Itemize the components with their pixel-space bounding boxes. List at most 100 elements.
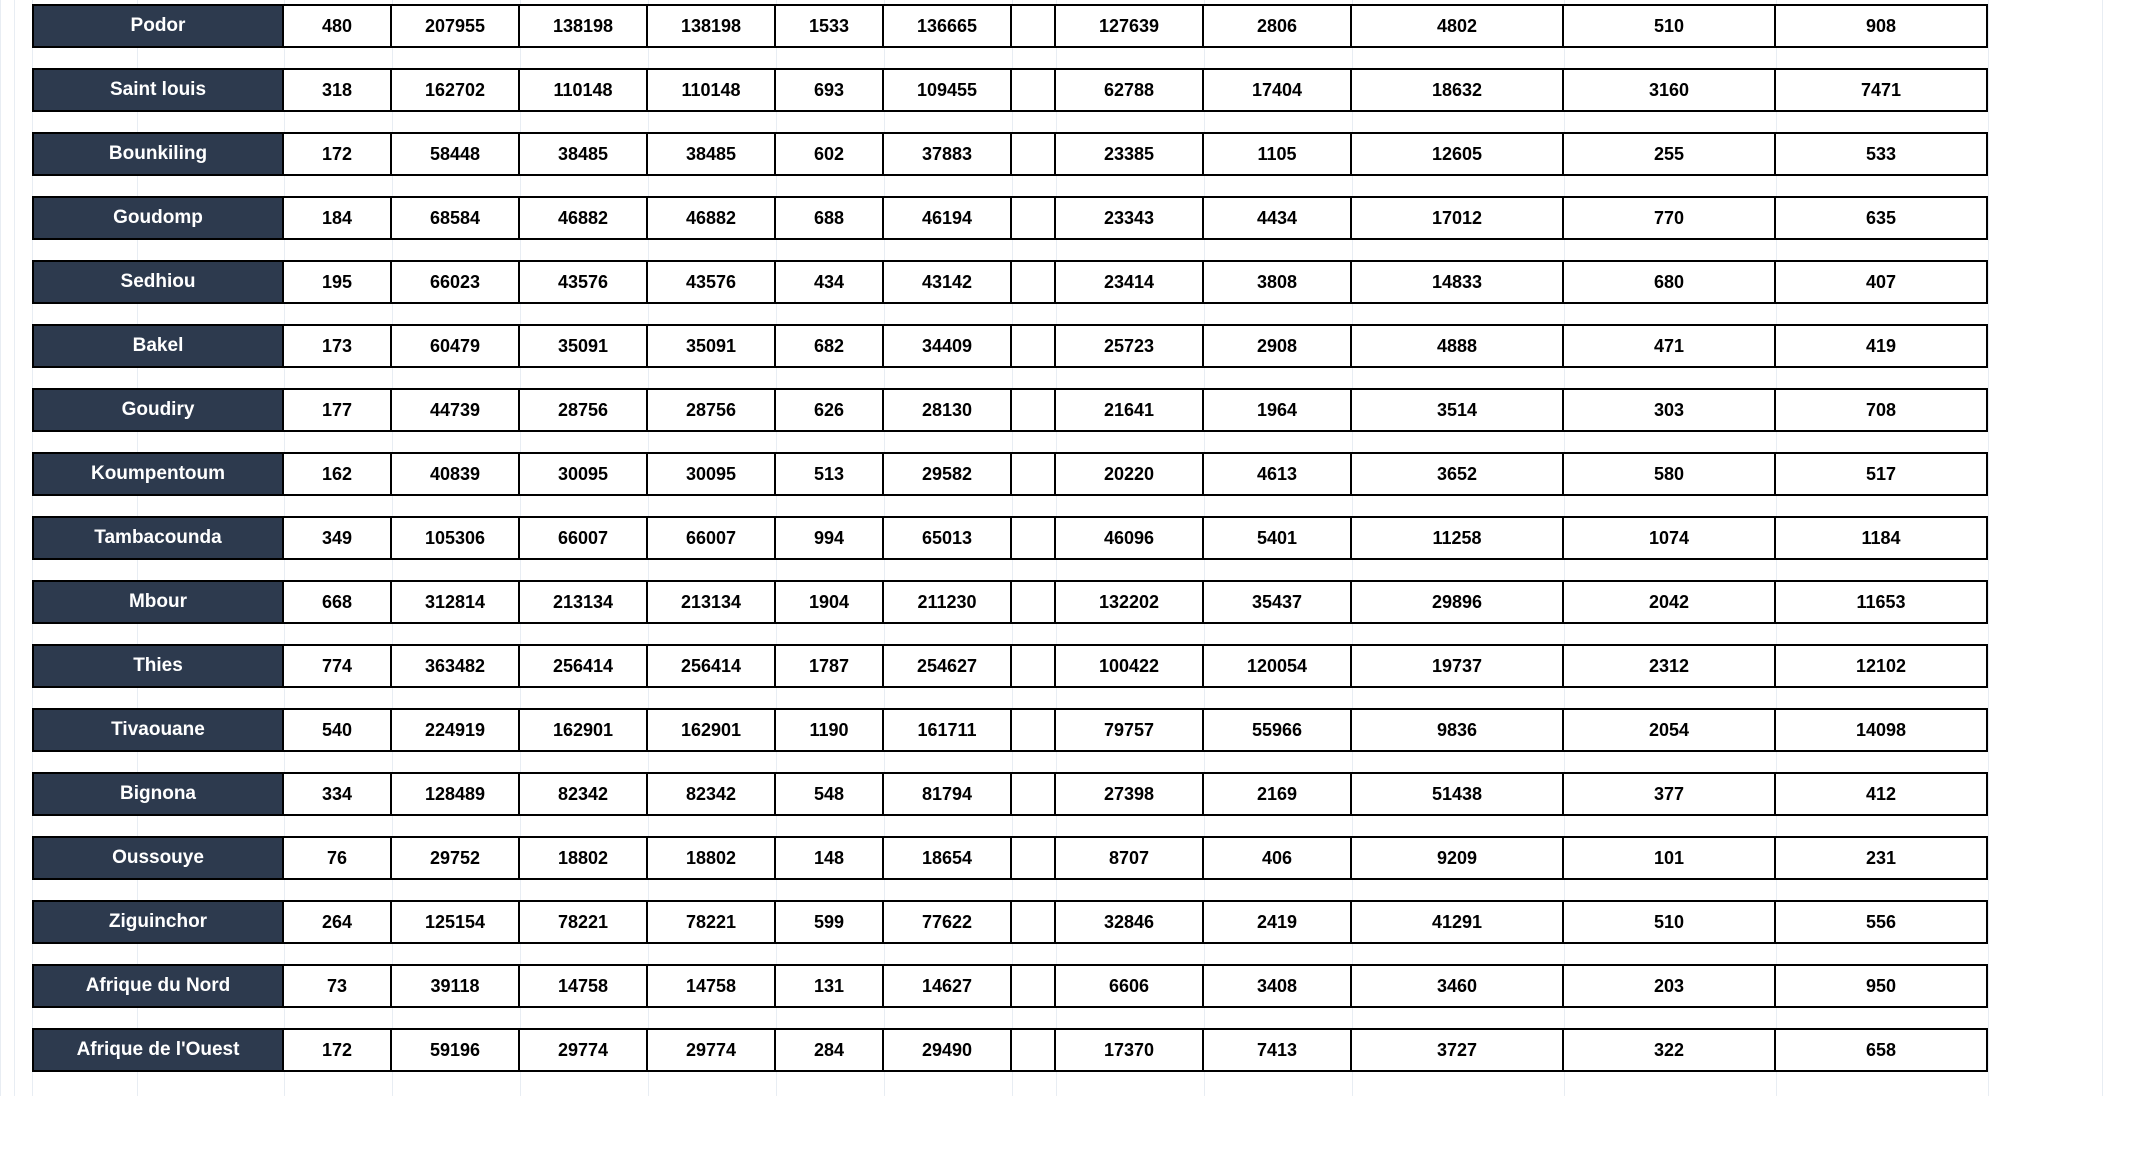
value-cell: 770 [1564, 196, 1776, 240]
value-cell: 1190 [776, 708, 884, 752]
empty-cell [1012, 324, 1056, 368]
value-cell: 322 [1564, 1028, 1776, 1072]
value-cell: 950 [1776, 964, 1988, 1008]
value-cell: 626 [776, 388, 884, 432]
value-cell: 17370 [1056, 1028, 1204, 1072]
value-cell: 127639 [1056, 4, 1204, 48]
value-cell: 29774 [520, 1028, 648, 1072]
value-cell: 77622 [884, 900, 1012, 944]
empty-cell [1012, 132, 1056, 176]
value-cell: 480 [284, 4, 392, 48]
value-cell: 3652 [1352, 452, 1564, 496]
value-cell: 68584 [392, 196, 520, 240]
value-cell: 27398 [1056, 772, 1204, 816]
value-cell: 37883 [884, 132, 1012, 176]
value-cell: 303 [1564, 388, 1776, 432]
value-cell: 162901 [648, 708, 776, 752]
value-cell: 46882 [520, 196, 648, 240]
value-cell: 7413 [1204, 1028, 1352, 1072]
value-cell: 407 [1776, 260, 1988, 304]
empty-cell [1012, 1028, 1056, 1072]
row-label: Ziguinchor [32, 900, 284, 944]
value-cell: 184 [284, 196, 392, 240]
value-cell: 264 [284, 900, 392, 944]
value-cell: 12102 [1776, 644, 1988, 688]
value-cell: 30095 [520, 452, 648, 496]
table-row: Sedhiou195660234357643576434431422341438… [32, 260, 2134, 304]
empty-cell [1012, 68, 1056, 112]
value-cell: 172 [284, 132, 392, 176]
value-cell: 3727 [1352, 1028, 1564, 1072]
value-cell: 4613 [1204, 452, 1352, 496]
spreadsheet-table: Podor48020795513819813819815331366651276… [0, 0, 2150, 1096]
value-cell: 8707 [1056, 836, 1204, 880]
value-cell: 18632 [1352, 68, 1564, 112]
value-cell: 43576 [520, 260, 648, 304]
value-cell: 510 [1564, 4, 1776, 48]
row-label: Afrique du Nord [32, 964, 284, 1008]
table-row: Goudomp184685844688246882688461942334344… [32, 196, 2134, 240]
row-label: Bignona [32, 772, 284, 816]
empty-cell [1012, 580, 1056, 624]
value-cell: 434 [776, 260, 884, 304]
value-cell: 312814 [392, 580, 520, 624]
value-cell: 28756 [520, 388, 648, 432]
value-cell: 682 [776, 324, 884, 368]
table-row: Goudiry177447392875628756626281302164119… [32, 388, 2134, 432]
value-cell: 82342 [520, 772, 648, 816]
value-cell: 132202 [1056, 580, 1204, 624]
value-cell: 11653 [1776, 580, 1988, 624]
value-cell: 177 [284, 388, 392, 432]
value-cell: 412 [1776, 772, 1988, 816]
empty-cell [1012, 836, 1056, 880]
row-label: Tivaouane [32, 708, 284, 752]
value-cell: 2169 [1204, 772, 1352, 816]
value-cell: 256414 [520, 644, 648, 688]
value-cell: 1533 [776, 4, 884, 48]
value-cell: 3808 [1204, 260, 1352, 304]
value-cell: 65013 [884, 516, 1012, 560]
value-cell: 668 [284, 580, 392, 624]
value-cell: 125154 [392, 900, 520, 944]
value-cell: 172 [284, 1028, 392, 1072]
value-cell: 211230 [884, 580, 1012, 624]
value-cell: 708 [1776, 388, 1988, 432]
row-label: Thies [32, 644, 284, 688]
value-cell: 20220 [1056, 452, 1204, 496]
value-cell: 35437 [1204, 580, 1352, 624]
value-cell: 55966 [1204, 708, 1352, 752]
value-cell: 60479 [392, 324, 520, 368]
value-cell: 349 [284, 516, 392, 560]
value-cell: 4888 [1352, 324, 1564, 368]
value-cell: 162702 [392, 68, 520, 112]
value-cell: 406 [1204, 836, 1352, 880]
empty-cell [1012, 964, 1056, 1008]
value-cell: 14758 [520, 964, 648, 1008]
value-cell: 2312 [1564, 644, 1776, 688]
value-cell: 131 [776, 964, 884, 1008]
value-cell: 138198 [648, 4, 776, 48]
value-cell: 110148 [520, 68, 648, 112]
value-cell: 39118 [392, 964, 520, 1008]
value-cell: 35091 [648, 324, 776, 368]
value-cell: 334 [284, 772, 392, 816]
value-cell: 25723 [1056, 324, 1204, 368]
value-cell: 66007 [520, 516, 648, 560]
value-cell: 148 [776, 836, 884, 880]
table-row: Tambacounda34910530666007660079946501346… [32, 516, 2134, 560]
value-cell: 11258 [1352, 516, 1564, 560]
value-cell: 29752 [392, 836, 520, 880]
value-cell: 602 [776, 132, 884, 176]
value-cell: 12605 [1352, 132, 1564, 176]
value-cell: 7471 [1776, 68, 1988, 112]
row-label: Oussouye [32, 836, 284, 880]
table-row: Afrique de l'Ouest1725919629774297742842… [32, 1028, 2134, 1072]
row-label: Mbour [32, 580, 284, 624]
value-cell: 38485 [520, 132, 648, 176]
row-label: Koumpentoum [32, 452, 284, 496]
value-cell: 29582 [884, 452, 1012, 496]
value-cell: 38485 [648, 132, 776, 176]
value-cell: 28130 [884, 388, 1012, 432]
value-cell: 19737 [1352, 644, 1564, 688]
value-cell: 105306 [392, 516, 520, 560]
